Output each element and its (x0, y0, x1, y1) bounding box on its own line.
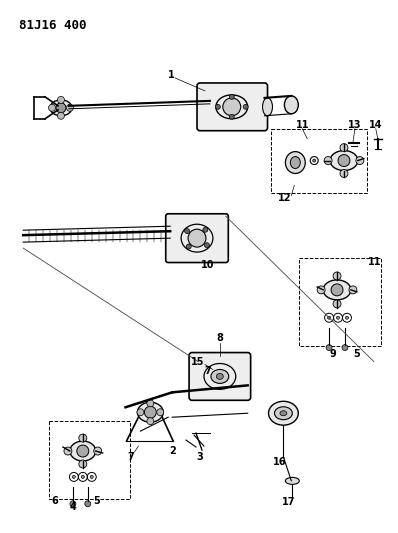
Circle shape (157, 409, 164, 416)
Circle shape (229, 114, 234, 119)
Ellipse shape (323, 280, 351, 300)
Circle shape (313, 159, 316, 162)
Ellipse shape (285, 478, 299, 484)
Circle shape (243, 104, 248, 109)
Circle shape (137, 409, 144, 416)
Circle shape (342, 345, 348, 351)
Ellipse shape (291, 157, 300, 168)
Circle shape (147, 418, 154, 425)
Text: 6: 6 (52, 496, 59, 506)
Text: 4: 4 (70, 502, 76, 512)
Ellipse shape (330, 151, 358, 171)
Circle shape (229, 94, 234, 99)
Ellipse shape (263, 98, 273, 116)
Text: 16: 16 (273, 457, 286, 467)
Ellipse shape (275, 407, 293, 419)
Text: 8: 8 (217, 333, 223, 343)
Text: 12: 12 (278, 193, 291, 204)
Circle shape (72, 475, 75, 479)
Bar (49, 421, 131, 499)
Text: 7: 7 (127, 452, 134, 462)
Text: 11: 11 (368, 257, 382, 267)
Text: 14: 14 (369, 120, 382, 130)
Circle shape (186, 244, 191, 249)
Text: 7: 7 (205, 367, 211, 376)
Circle shape (331, 284, 343, 296)
Text: 5: 5 (353, 349, 360, 359)
Circle shape (81, 475, 84, 479)
Text: 10: 10 (201, 260, 215, 270)
Circle shape (349, 286, 357, 294)
Circle shape (215, 104, 220, 109)
Circle shape (147, 400, 154, 407)
FancyBboxPatch shape (197, 83, 267, 131)
Circle shape (345, 316, 349, 319)
Circle shape (356, 157, 364, 165)
Circle shape (66, 104, 73, 111)
Circle shape (90, 475, 93, 479)
Text: 81J16 400: 81J16 400 (19, 19, 87, 33)
Circle shape (333, 272, 341, 280)
Text: 13: 13 (348, 120, 362, 130)
Circle shape (49, 104, 55, 111)
Circle shape (77, 445, 89, 457)
Circle shape (79, 460, 87, 468)
Circle shape (70, 501, 76, 507)
Circle shape (57, 112, 64, 119)
Text: 2: 2 (169, 446, 176, 456)
Circle shape (94, 447, 101, 455)
Circle shape (340, 144, 348, 151)
Ellipse shape (137, 402, 163, 422)
Ellipse shape (285, 151, 305, 173)
Bar (271, 129, 367, 193)
Ellipse shape (50, 100, 72, 116)
Circle shape (340, 169, 348, 177)
Ellipse shape (285, 96, 298, 114)
FancyBboxPatch shape (189, 352, 251, 400)
Ellipse shape (70, 441, 96, 461)
Bar (299, 258, 381, 345)
Circle shape (337, 316, 339, 319)
Ellipse shape (269, 401, 298, 425)
Circle shape (205, 243, 209, 248)
Circle shape (79, 434, 87, 442)
Circle shape (85, 501, 91, 507)
Ellipse shape (280, 411, 287, 416)
Circle shape (333, 300, 341, 308)
FancyBboxPatch shape (166, 214, 228, 263)
Text: 9: 9 (330, 349, 336, 359)
Ellipse shape (217, 374, 223, 379)
Text: 5: 5 (94, 496, 100, 506)
Circle shape (188, 229, 206, 247)
Circle shape (56, 103, 66, 113)
Text: 17: 17 (282, 497, 295, 507)
Circle shape (57, 96, 64, 103)
Circle shape (223, 98, 241, 116)
Circle shape (64, 447, 72, 455)
Text: 11: 11 (296, 120, 309, 130)
Circle shape (185, 229, 189, 233)
Circle shape (328, 316, 331, 319)
Circle shape (326, 345, 332, 351)
Ellipse shape (211, 369, 229, 383)
Text: 3: 3 (197, 452, 203, 462)
Circle shape (203, 227, 208, 232)
Text: 1: 1 (168, 70, 175, 80)
Text: 15: 15 (191, 357, 205, 367)
Circle shape (317, 286, 325, 294)
Circle shape (144, 406, 156, 418)
Circle shape (338, 155, 350, 166)
Circle shape (324, 157, 332, 165)
